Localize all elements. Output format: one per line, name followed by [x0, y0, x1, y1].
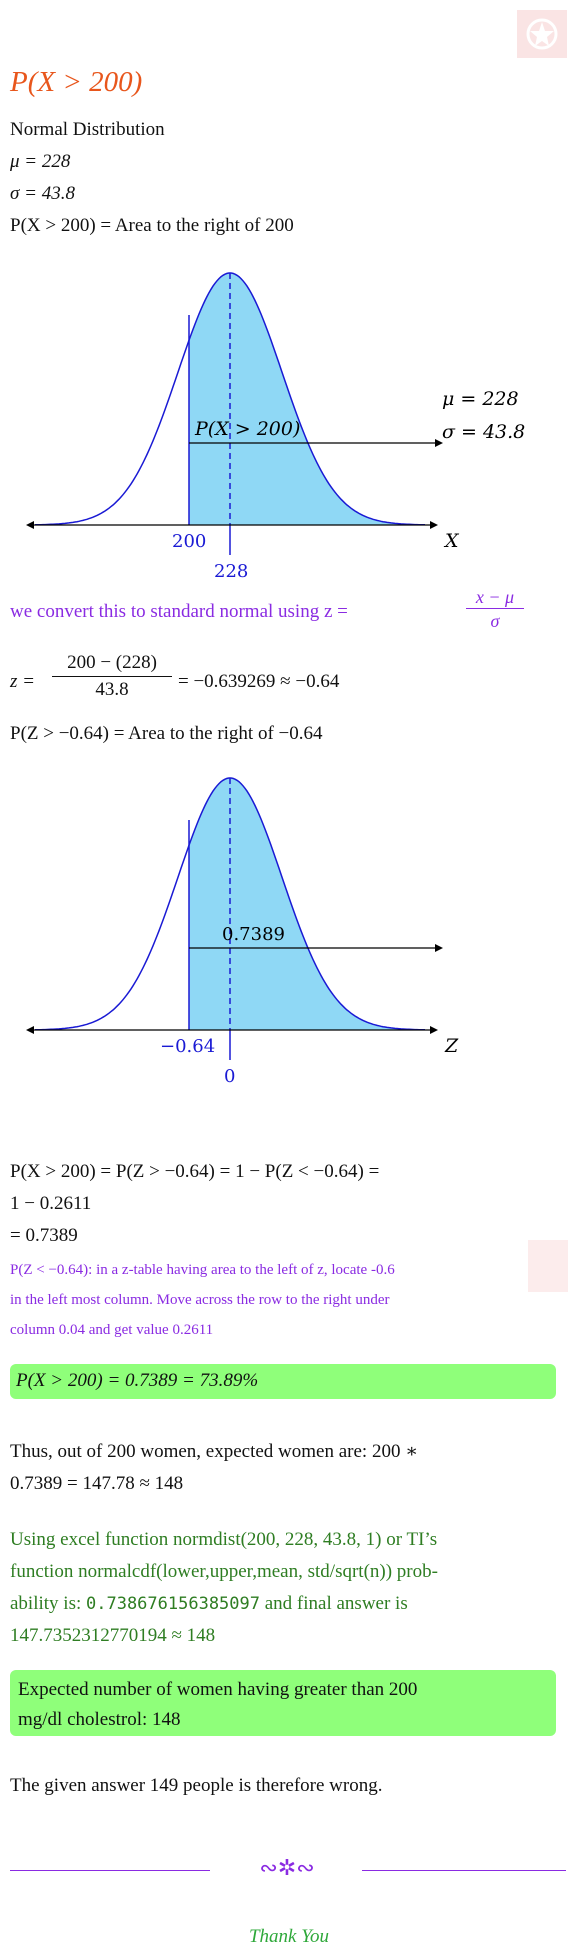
ztable-note-3: column 0.04 and get value 0.2611	[10, 1322, 214, 1338]
normal-curve-graph-1: P(X > 200) μ = 228 σ = 43.8 X 200 228	[26, 272, 525, 582]
x-axis-arrow-right	[430, 1026, 438, 1034]
z-area-line: P(Z > −0.64) = Area to the right of −0.6…	[10, 723, 323, 744]
conversion-text: we convert this to standard normal using…	[10, 600, 348, 624]
watermark-logo-2	[528, 1240, 568, 1292]
excel-line-4: 147.7352312770194 ≈ 148	[10, 1625, 216, 1646]
z-prefix: z =	[10, 671, 35, 692]
shade-label: 0.7389	[222, 924, 285, 945]
axis-label: Z	[444, 1035, 459, 1057]
z-formula-numerator: x − μ	[466, 586, 524, 609]
page-title: P(X > 200)	[10, 66, 143, 98]
probability-equation-2: 1 − 0.2611	[10, 1193, 92, 1214]
z-fraction: 200 − (228) 43.8	[52, 650, 172, 703]
excel-line-1: Using excel function normdist(200, 228, …	[10, 1529, 438, 1550]
excel-line-3: ability is: 0.738676156385097 and final …	[10, 1592, 408, 1616]
z-formula-fraction: x − μ σ	[466, 586, 524, 633]
probability-result-box: P(X > 200) = 0.7389 = 73.89%	[10, 1364, 556, 1399]
star-icon	[526, 18, 558, 50]
z-formula-denominator: σ	[490, 611, 500, 631]
divider-right	[362, 1870, 566, 1871]
excel-line-2: function normalcdf(lower,upper,mean, std…	[10, 1561, 438, 1582]
final-answer-box: Expected number of women having greater …	[10, 1670, 556, 1736]
mu-line: μ = 228	[10, 151, 71, 172]
thank-you: Thank You	[248, 1926, 330, 1947]
mean-value-label: 228	[214, 561, 248, 582]
excel-line-3-b: and final answer is	[260, 1593, 408, 1614]
excel-line-3-a: ability is:	[10, 1593, 86, 1614]
ztable-note-1: P(Z < −0.64): in a z-table having area t…	[10, 1262, 395, 1278]
x-axis-arrow-left	[26, 521, 34, 529]
probability-equation-1: P(X > 200) = P(Z > −0.64) = 1 − P(Z < −0…	[10, 1161, 380, 1182]
z-denominator: 43.8	[95, 679, 129, 700]
shade-label: P(X > 200)	[194, 418, 300, 440]
sigma-annotation: σ = 43.8	[442, 421, 525, 443]
shaded-area	[189, 778, 425, 1030]
ztable-note-2: in the left most column. Move across the…	[10, 1292, 390, 1308]
excel-probability-value: 0.738676156385097	[86, 1594, 260, 1614]
axis-label: X	[443, 530, 460, 552]
cut-value-label: 200	[172, 531, 206, 552]
z-result: = −0.639269 ≈ −0.64	[178, 671, 340, 692]
ornament-icon: ∾✲∾	[259, 1856, 315, 1881]
watermark-logo	[517, 10, 567, 58]
z-numerator: 200 − (228)	[52, 650, 172, 677]
x-axis-arrow-left	[26, 1026, 34, 1034]
x-axis-arrow-right	[430, 521, 438, 529]
probability-equation-3: = 0.7389	[10, 1225, 78, 1246]
mu-annotation: μ = 228	[442, 388, 519, 410]
normal-curve-graph-2: 0.7389 Z −0.64 0	[26, 777, 459, 1087]
cut-value-label: −0.64	[160, 1036, 215, 1057]
area-line: P(X > 200) = Area to the right of 200	[10, 215, 294, 236]
final-answer-line-1: Expected number of women having greater …	[18, 1679, 418, 1700]
closing-statement: The given answer 149 people is therefore…	[10, 1775, 383, 1796]
expected-line-2: 0.7389 = 147.78 ≈ 148	[10, 1473, 184, 1494]
conversion-label: we convert this to standard normal using…	[10, 601, 348, 622]
mean-value-label: 0	[224, 1066, 235, 1087]
shaded-area	[189, 273, 425, 525]
expected-line-1: Thus, out of 200 women, expected women a…	[10, 1441, 419, 1462]
pointer-arrow	[435, 944, 443, 952]
final-answer-line-2: mg/dl cholestrol: 148	[18, 1709, 181, 1730]
sigma-line: σ = 43.8	[10, 183, 75, 204]
distribution-label: Normal Distribution	[10, 119, 165, 140]
probability-result: P(X > 200) = 0.7389 = 73.89%	[16, 1370, 259, 1391]
pointer-arrow	[435, 439, 443, 447]
divider-left	[10, 1870, 210, 1871]
